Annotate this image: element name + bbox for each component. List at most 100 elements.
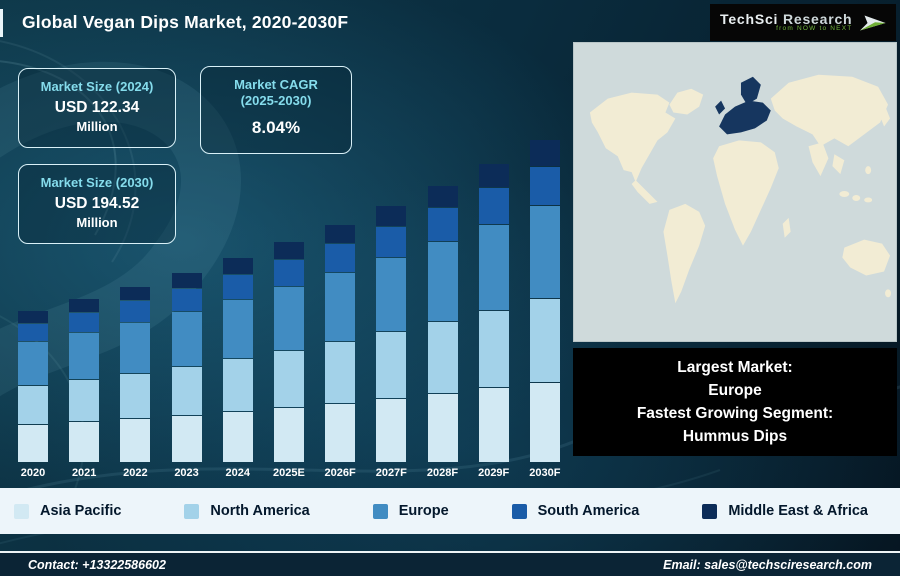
region-central-america [631,180,658,204]
legend-item-middle-east-africa: Middle East & Africa [702,503,868,519]
bar-stack [478,163,509,462]
bar-column-2021: 2021 [67,299,101,479]
bar-x-label: 2023 [174,467,199,479]
bar-segment-middle-east-africa [273,241,304,260]
logo-arrow-icon [860,14,886,31]
bar-column-2024: 2024 [221,258,255,479]
legend: Asia Pacific North America Europe South Ame… [0,488,900,534]
bar-segment-middle-east-africa [18,310,48,323]
bar-stack [171,272,202,462]
stacked-bar-chart: 2020 2021 2022 2023 2024 2025E 2026F 2027F 2028F… [16,114,562,479]
bar-column-2022: 2022 [118,286,152,479]
island-japan [880,108,891,127]
bar-stack [273,241,304,462]
bar-column-2026f: 2026F [323,224,357,479]
bar-segment-asia-pacific [69,422,100,462]
bar-column-2029f: 2029F [477,163,511,479]
bar-segment-south-america [69,312,100,333]
bar-stack [120,286,151,462]
bar-segment-north-america [69,380,100,422]
bar-segment-middle-east-africa [325,224,356,244]
bar-segment-asia-pacific [120,419,151,462]
continent-africa [713,140,779,246]
legend-item-north-america: North America [184,503,310,519]
bar-segment-north-america [529,298,560,382]
bar-segment-north-america [376,332,407,398]
bar-segment-north-america [120,373,151,419]
market-size-2030-label: Market Size (2030) [40,175,154,190]
bar-segment-middle-east-africa [376,205,407,227]
callout-line: Europe [708,382,762,399]
world-map-panel [573,42,897,342]
logo-brand: TechSci Research [720,10,852,27]
market-size-2030-unit: Million [76,215,118,231]
bar-segment-europe [427,242,458,322]
bar-column-2020: 2020 [16,310,50,479]
footer-email: Email: sales@techsciresearch.com [663,557,872,572]
bar-segment-europe [273,287,304,350]
bar-segment-north-america [18,385,48,425]
market-cagr-box: Market CAGR (2025-2030) 8.04% [200,66,352,154]
header-accent-bar [0,9,3,37]
bar-column-2027f: 2027F [374,205,408,479]
bar-segment-europe [69,333,100,380]
bar-stack [222,258,253,462]
bar-segment-europe [171,311,202,366]
continent-south-america [663,203,706,304]
island-indonesia-1 [839,191,850,197]
legend-swatch-middle-east-africa [702,503,718,519]
bar-segment-middle-east-africa [171,272,202,288]
bar-segment-europe [478,224,509,310]
bar-segment-europe [18,342,48,385]
bar-segment-south-america [18,323,48,342]
bar-segment-north-america [222,359,253,411]
legend-swatch-south-america [511,503,527,519]
island-madagascar [782,217,791,238]
bar-segment-north-america [427,322,458,393]
bar-stack [376,205,407,462]
bar-segment-asia-pacific [529,382,560,462]
bar-segment-middle-east-africa [529,140,560,166]
bar-x-label: 2025E [273,467,305,479]
bar-segment-middle-east-africa [69,299,100,312]
bar-segment-europe [325,273,356,341]
bar-segment-middle-east-africa [222,258,253,274]
bar-segment-south-america [120,301,151,322]
market-cagr-value: 8.04% [251,117,301,137]
bar-segment-asia-pacific [18,425,48,462]
legend-label: Asia Pacific [40,503,122,519]
bar-x-label: 2029F [478,467,510,479]
legend-label: Europe [398,503,449,519]
continent-australia [842,239,891,276]
bar-segment-asia-pacific [427,393,458,462]
callout-line: Largest Market: [677,359,793,376]
footer-contact: Contact: +13322586602 [28,557,166,572]
logo-tagline: from NOW to NEXT [776,25,853,33]
logo-brand-primary: TechSci [720,10,779,27]
bar-segment-europe [376,258,407,332]
bar-x-label: 2024 [225,467,250,479]
region-india [808,142,829,177]
bar-segment-south-america [529,166,560,205]
bar-segment-asia-pacific [222,412,253,462]
bar-stack [427,185,458,462]
island-philippines [865,166,872,175]
bar-segment-south-america [171,288,202,311]
bar-x-label: 2020 [20,467,46,479]
callout-line: Fastest Growing Segment: [636,405,834,422]
region-europe [719,100,771,135]
callout-line: Hummus Dips [682,428,788,445]
bar-segment-asia-pacific [171,415,202,462]
bar-segment-asia-pacific [273,408,304,462]
bar-column-2030f: 2030F [528,140,562,479]
bar-column-2028f: 2028F [426,185,460,479]
bar-column-2023: 2023 [170,272,204,479]
bar-segment-north-america [171,366,202,415]
bar-segment-north-america [273,350,304,407]
bar-stack [529,140,560,462]
island-indonesia-3 [864,197,873,203]
bar-column-2025e: 2025E [272,241,306,479]
market-size-2024-box: Market Size (2024) USD 122.34 Million [18,68,176,148]
bar-segment-south-america [273,260,304,287]
continent-greenland [669,88,704,115]
